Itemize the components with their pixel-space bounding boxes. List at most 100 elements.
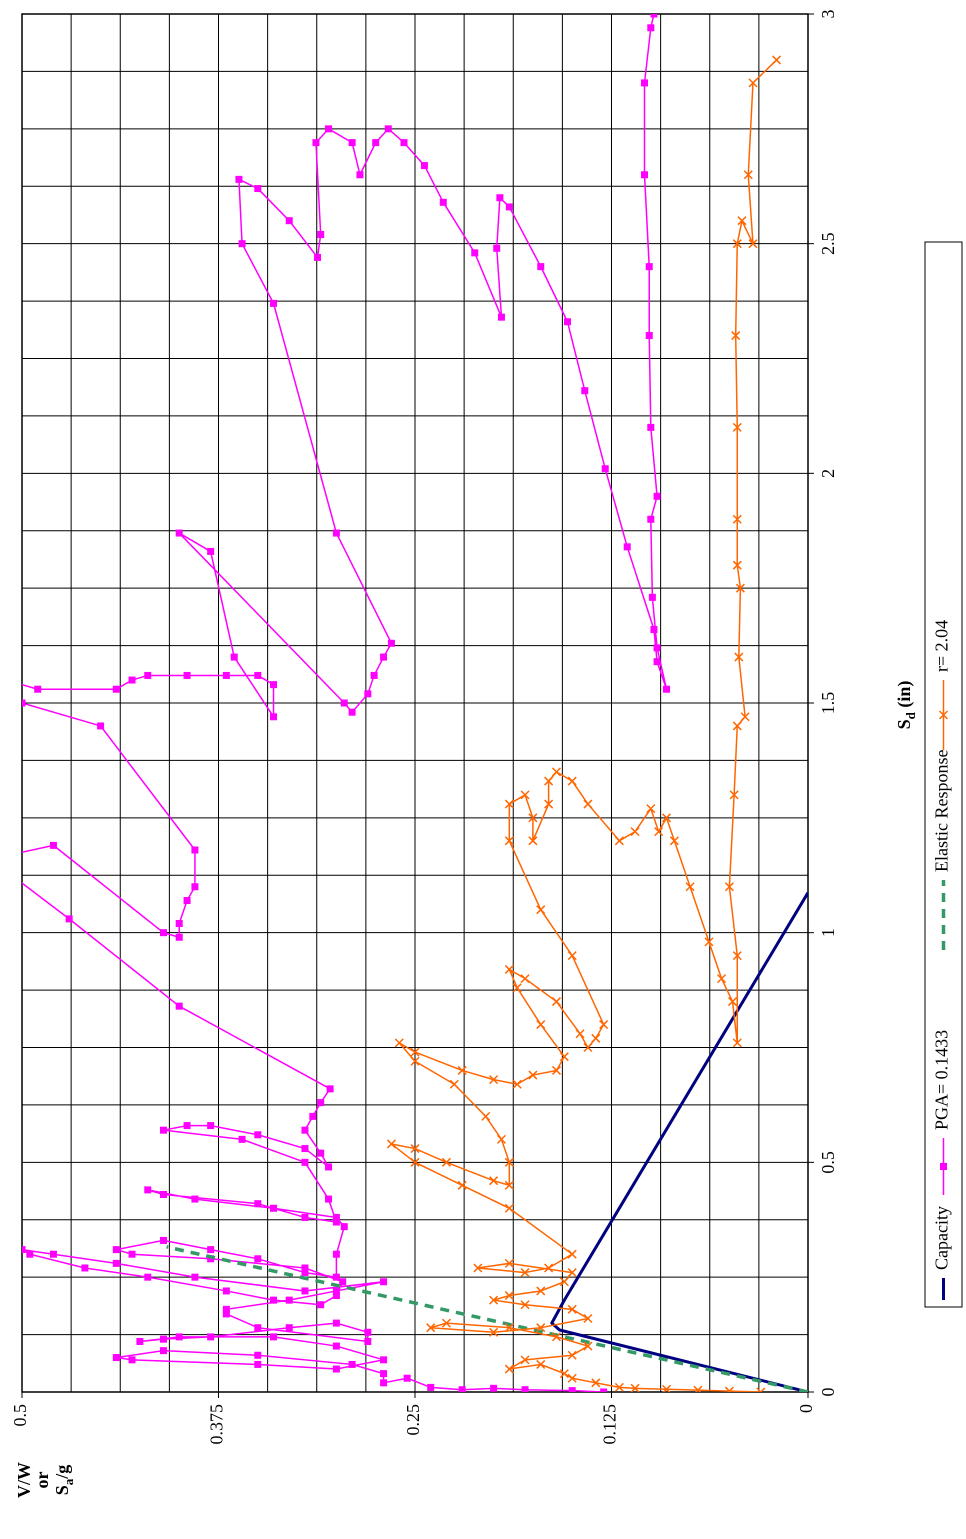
point-marker bbox=[325, 1163, 333, 1171]
point-marker bbox=[128, 1250, 136, 1258]
y-axis-title-part: S bbox=[52, 1485, 72, 1495]
point-marker bbox=[717, 974, 727, 984]
point-marker bbox=[207, 1122, 215, 1130]
point-marker bbox=[364, 1337, 372, 1345]
point-marker bbox=[614, 836, 624, 846]
point-marker bbox=[410, 1056, 420, 1066]
point-marker bbox=[159, 1335, 167, 1343]
point-marker bbox=[191, 846, 199, 854]
x-tick-label: 3 bbox=[818, 10, 838, 19]
point-marker bbox=[222, 1305, 230, 1313]
point-marker bbox=[183, 897, 191, 905]
point-marker bbox=[112, 1354, 120, 1362]
point-marker bbox=[583, 1341, 593, 1351]
point-marker bbox=[285, 1296, 293, 1304]
point-marker bbox=[630, 1383, 640, 1392]
point-marker bbox=[175, 933, 183, 941]
point-marker bbox=[731, 330, 741, 341]
point-marker bbox=[575, 1029, 585, 1039]
point-marker bbox=[551, 767, 562, 777]
point-marker bbox=[583, 1313, 593, 1324]
point-marker bbox=[504, 1258, 514, 1268]
y-axis-title: or bbox=[32, 1472, 52, 1489]
point-marker bbox=[544, 776, 554, 786]
point-marker bbox=[441, 1157, 451, 1167]
point-marker bbox=[630, 827, 640, 837]
point-marker bbox=[567, 776, 577, 786]
point-marker bbox=[536, 1286, 546, 1296]
point-marker bbox=[729, 790, 739, 800]
point-marker bbox=[364, 690, 372, 698]
y-axis-title-part: /g bbox=[52, 1465, 72, 1480]
point-marker bbox=[647, 515, 655, 523]
plot-area bbox=[22, 14, 808, 1392]
point-marker bbox=[504, 1203, 514, 1213]
point-marker bbox=[230, 653, 238, 661]
point-marker bbox=[191, 1273, 199, 1281]
point-marker bbox=[238, 1135, 246, 1143]
y-tick-label: 0 bbox=[796, 1404, 816, 1413]
point-marker bbox=[490, 1384, 498, 1392]
point-marker bbox=[685, 882, 695, 892]
point-marker bbox=[128, 1356, 136, 1364]
point-marker bbox=[144, 671, 152, 679]
point-marker bbox=[537, 263, 545, 271]
point-marker bbox=[49, 841, 57, 849]
point-marker bbox=[191, 1195, 199, 1203]
x-tick-label: 1.5 bbox=[818, 692, 838, 715]
point-marker bbox=[387, 639, 395, 647]
point-marker bbox=[653, 492, 661, 500]
point-marker bbox=[175, 1333, 183, 1341]
point-marker bbox=[222, 671, 230, 679]
point-marker bbox=[646, 804, 656, 814]
point-marker bbox=[386, 1139, 396, 1149]
point-marker bbox=[481, 1111, 491, 1121]
legend-label: r= 2.04 bbox=[932, 620, 952, 672]
point-marker bbox=[26, 1250, 34, 1258]
point-marker bbox=[301, 1126, 309, 1134]
point-marker bbox=[301, 1287, 309, 1295]
point-marker bbox=[772, 55, 782, 65]
point-marker bbox=[317, 1099, 325, 1107]
point-marker bbox=[332, 1319, 340, 1327]
point-marker bbox=[645, 332, 653, 340]
point-marker bbox=[520, 974, 530, 984]
point-marker bbox=[489, 1176, 499, 1186]
point-marker bbox=[175, 1002, 183, 1010]
point-marker bbox=[81, 1264, 89, 1272]
point-marker bbox=[403, 1374, 411, 1382]
point-marker bbox=[669, 836, 679, 846]
point-marker bbox=[536, 1020, 546, 1030]
point-marker bbox=[732, 951, 742, 961]
point-marker bbox=[496, 1134, 506, 1144]
point-marker bbox=[567, 1249, 577, 1259]
point-marker bbox=[748, 239, 758, 249]
point-marker bbox=[325, 1195, 333, 1203]
point-marker bbox=[235, 175, 243, 183]
point-marker bbox=[22, 699, 26, 707]
point-marker bbox=[559, 1277, 569, 1287]
point-marker bbox=[420, 162, 428, 170]
point-marker bbox=[536, 1359, 546, 1369]
point-marker bbox=[49, 1250, 57, 1258]
point-marker bbox=[724, 1386, 734, 1392]
point-marker bbox=[112, 1259, 120, 1267]
point-marker bbox=[504, 1291, 514, 1301]
point-marker bbox=[254, 1351, 262, 1359]
point-marker bbox=[207, 547, 215, 555]
y-tick-label: 0.5 bbox=[10, 1404, 30, 1427]
point-marker bbox=[458, 1386, 466, 1392]
point-marker bbox=[159, 1190, 167, 1198]
point-marker bbox=[647, 423, 655, 431]
point-marker bbox=[348, 1360, 356, 1368]
point-marker bbox=[222, 1287, 230, 1295]
point-marker bbox=[254, 1200, 262, 1208]
point-marker bbox=[270, 1204, 278, 1212]
point-marker bbox=[734, 652, 744, 662]
series-line bbox=[166, 1245, 808, 1392]
point-marker bbox=[183, 1122, 191, 1130]
point-marker bbox=[536, 905, 546, 915]
x-axis-title-part: S bbox=[894, 719, 914, 729]
rotated-chart: 0 0.5 1 1.5 2 2.5 3 0 0.125 0.25 0.375 0.5 Sd (in) V/… bbox=[10, 10, 963, 1498]
